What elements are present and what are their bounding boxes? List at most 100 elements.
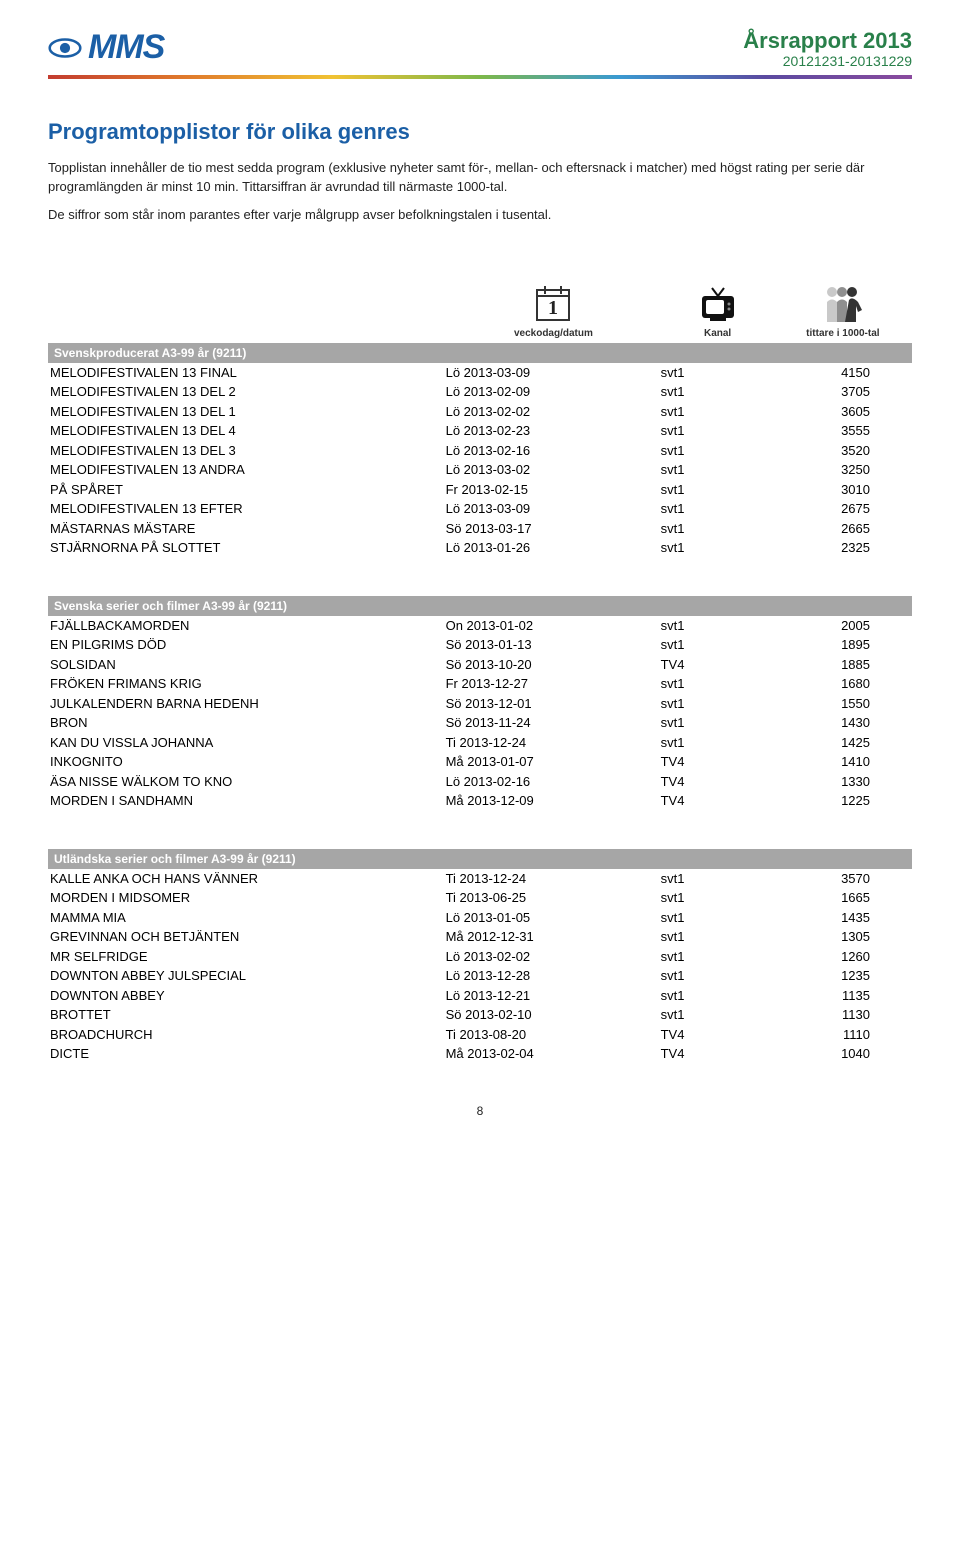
viewers: 1680 <box>772 674 910 694</box>
program-name: KAN DU VISSLA JOHANNA <box>50 733 446 753</box>
channel-icon-label: Kanal <box>704 328 731 339</box>
program-name: MELODIFESTIVALEN 13 ANDRA <box>50 460 446 480</box>
channel: svt1 <box>661 421 773 441</box>
logo: MMS <box>48 28 164 67</box>
viewers: 1135 <box>772 986 910 1006</box>
air-date: Lö 2013-02-23 <box>446 421 661 441</box>
program-name: MELODIFESTIVALEN 13 EFTER <box>50 499 446 519</box>
air-date: Lö 2013-02-02 <box>446 402 661 422</box>
table-row: FJÄLLBACKAMORDENOn 2013-01-02svt12005 <box>48 616 912 636</box>
channel: svt1 <box>661 480 773 500</box>
viewers: 1305 <box>772 927 910 947</box>
program-name: FRÖKEN FRIMANS KRIG <box>50 674 446 694</box>
viewers: 1410 <box>772 752 910 772</box>
viewers: 2665 <box>772 519 910 539</box>
program-name: STJÄRNORNA PÅ SLOTTET <box>50 538 446 558</box>
viewers: 1425 <box>772 733 910 753</box>
air-date: Sö 2013-12-01 <box>446 694 661 714</box>
channel: TV4 <box>661 1025 773 1045</box>
table-row: DOWNTON ABBEY JULSPECIALLö 2013-12-28svt… <box>48 966 912 986</box>
program-name: MELODIFESTIVALEN 13 DEL 1 <box>50 402 446 422</box>
channel: svt1 <box>661 733 773 753</box>
program-name: DICTE <box>50 1044 446 1064</box>
viewers: 3250 <box>772 460 910 480</box>
table-row: BROTTETSö 2013-02-10svt11130 <box>48 1005 912 1025</box>
viewers: 3010 <box>772 480 910 500</box>
table-block: Svenskproducerat A3-99 år (9211)MELODIFE… <box>48 343 912 558</box>
air-date: Må 2012-12-31 <box>446 927 661 947</box>
date-icon-label: veckodag/datum <box>514 328 593 339</box>
tables-container: Svenskproducerat A3-99 år (9211)MELODIFE… <box>48 343 912 1064</box>
channel: svt1 <box>661 908 773 928</box>
viewers: 3520 <box>772 441 910 461</box>
table-row: MORDEN I SANDHAMNMå 2013-12-09TV41225 <box>48 791 912 811</box>
people-icon <box>816 282 870 326</box>
program-name: BROTTET <box>50 1005 446 1025</box>
channel: svt1 <box>661 538 773 558</box>
table-row: PÅ SPÅRETFr 2013-02-15svt13010 <box>48 480 912 500</box>
channel: svt1 <box>661 635 773 655</box>
channel: svt1 <box>661 674 773 694</box>
viewers: 3555 <box>772 421 910 441</box>
program-name: ÄSA NISSE WÄLKOM TO KNO <box>50 772 446 792</box>
program-name: PÅ SPÅRET <box>50 480 446 500</box>
table-row: MELODIFESTIVALEN 13 DEL 2Lö 2013-02-09sv… <box>48 382 912 402</box>
channel: svt1 <box>661 441 773 461</box>
viewers: 2675 <box>772 499 910 519</box>
program-name: MR SELFRIDGE <box>50 947 446 967</box>
program-name: EN PILGRIMS DÖD <box>50 635 446 655</box>
viewers: 2005 <box>772 616 910 636</box>
viewers: 2325 <box>772 538 910 558</box>
viewers: 1430 <box>772 713 910 733</box>
air-date: Ti 2013-08-20 <box>446 1025 661 1045</box>
air-date: Ti 2013-06-25 <box>446 888 661 908</box>
table-row: BRONSö 2013-11-24svt11430 <box>48 713 912 733</box>
table-row: KAN DU VISSLA JOHANNATi 2013-12-24svt114… <box>48 733 912 753</box>
calendar-icon: 1 <box>531 282 575 326</box>
air-date: Lö 2013-03-09 <box>446 499 661 519</box>
air-date: Må 2013-01-07 <box>446 752 661 772</box>
program-name: JULKALENDERN BARNA HEDENH <box>50 694 446 714</box>
intro-paragraph-2: De siffror som står inom parantes efter … <box>48 206 912 224</box>
tv-icon <box>696 282 740 326</box>
page: MMS Årsrapport 2013 20121231-20131229 Pr… <box>0 0 960 1158</box>
table-row: MAMMA MIALö 2013-01-05svt11435 <box>48 908 912 928</box>
program-name: DOWNTON ABBEY JULSPECIAL <box>50 966 446 986</box>
channel: svt1 <box>661 460 773 480</box>
air-date: On 2013-01-02 <box>446 616 661 636</box>
header-right: Årsrapport 2013 20121231-20131229 <box>743 28 912 69</box>
date-icon-cell: 1 veckodag/datum <box>445 282 661 339</box>
viewers: 1235 <box>772 966 910 986</box>
program-name: GREVINNAN OCH BETJÄNTEN <box>50 927 446 947</box>
report-date-range: 20121231-20131229 <box>743 53 912 69</box>
table-row: MELODIFESTIVALEN 13 DEL 3Lö 2013-02-16sv… <box>48 441 912 461</box>
channel: svt1 <box>661 694 773 714</box>
air-date: Ti 2013-12-24 <box>446 733 661 753</box>
channel: svt1 <box>661 966 773 986</box>
eye-icon <box>48 37 82 59</box>
viewers: 1260 <box>772 947 910 967</box>
viewers: 1330 <box>772 772 910 792</box>
air-date: Sö 2013-03-17 <box>446 519 661 539</box>
air-date: Lö 2013-03-02 <box>446 460 661 480</box>
air-date: Lö 2013-12-21 <box>446 986 661 1006</box>
viewers-icon-label: tittare i 1000-tal <box>806 328 879 339</box>
table-row: DOWNTON ABBEYLö 2013-12-21svt11135 <box>48 986 912 1006</box>
channel: svt1 <box>661 616 773 636</box>
table-row: MÄSTARNAS MÄSTARESö 2013-03-17svt12665 <box>48 519 912 539</box>
table-header: Svenska serier och filmer A3-99 år (9211… <box>48 596 912 616</box>
air-date: Lö 2013-01-05 <box>446 908 661 928</box>
table-row: ÄSA NISSE WÄLKOM TO KNOLö 2013-02-16TV41… <box>48 772 912 792</box>
program-name: MORDEN I SANDHAMN <box>50 791 446 811</box>
table-row: DICTEMå 2013-02-04TV41040 <box>48 1044 912 1064</box>
table-block: Svenska serier och filmer A3-99 år (9211… <box>48 596 912 811</box>
channel: svt1 <box>661 519 773 539</box>
channel: TV4 <box>661 655 773 675</box>
air-date: Sö 2013-11-24 <box>446 713 661 733</box>
table-row: MELODIFESTIVALEN 13 EFTERLö 2013-03-09sv… <box>48 499 912 519</box>
table-row: STJÄRNORNA PÅ SLOTTETLö 2013-01-26svt123… <box>48 538 912 558</box>
viewers: 4150 <box>772 363 910 383</box>
viewers: 1040 <box>772 1044 910 1064</box>
section-title: Programtopplistor för olika genres <box>48 119 912 145</box>
air-date: Sö 2013-10-20 <box>446 655 661 675</box>
